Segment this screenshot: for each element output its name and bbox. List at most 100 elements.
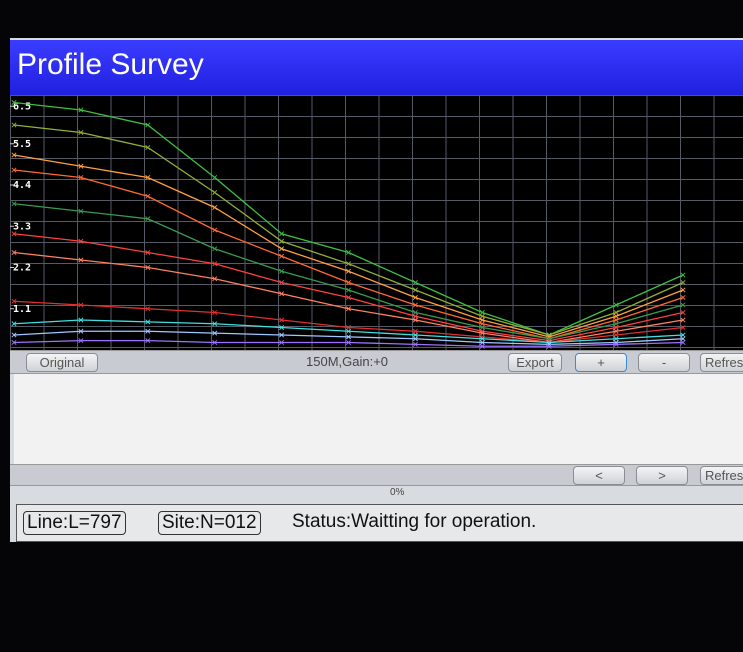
point-marker — [279, 339, 285, 346]
point-marker — [479, 313, 485, 319]
info-panel — [14, 374, 743, 466]
point-marker — [613, 302, 619, 308]
point-marker — [78, 328, 84, 334]
plot-area: 6.5 5.5 4.4 3.3 2.2 1.1 — [10, 95, 743, 350]
point-marker — [613, 336, 619, 342]
y-tick-label: 3.3 — [13, 221, 31, 232]
point-marker — [345, 306, 352, 312]
point-marker — [479, 343, 485, 349]
refresh-button[interactable]: Refres — [700, 353, 743, 372]
point-marker — [145, 144, 151, 151]
point-marker — [412, 341, 418, 347]
point-marker — [11, 231, 17, 237]
point-marker — [212, 339, 218, 346]
point-marker — [680, 332, 686, 338]
gain-info: 150M,Gain:+0 — [306, 354, 389, 369]
title: Profile Survey — [17, 48, 204, 81]
point-marker — [11, 298, 17, 304]
nav-bar: < > Refres — [10, 464, 743, 486]
point-marker — [279, 291, 285, 297]
point-marker — [279, 231, 285, 237]
series-line — [13, 154, 684, 338]
point-marker — [680, 336, 686, 342]
point-marker — [212, 321, 218, 327]
point-marker — [412, 313, 418, 319]
site-info: Site:N=012 — [158, 511, 261, 535]
point-marker — [345, 328, 352, 334]
screen: Profile Survey 6.5 5.5 4.4 3.3 2.2 1.1 Origin… — [10, 38, 743, 542]
point-marker — [412, 336, 418, 342]
point-marker — [613, 313, 619, 319]
point-marker — [345, 334, 352, 340]
series-line — [13, 169, 684, 340]
point-marker — [145, 328, 151, 334]
point-marker — [279, 324, 285, 331]
point-marker — [546, 343, 552, 349]
point-marker — [279, 332, 285, 338]
point-marker — [479, 317, 485, 323]
point-marker — [145, 193, 151, 199]
point-marker — [279, 238, 285, 244]
point-marker — [78, 257, 84, 263]
point-marker — [613, 341, 619, 347]
series-line — [13, 101, 684, 336]
point-marker — [345, 261, 352, 267]
point-marker — [680, 294, 686, 301]
point-marker — [412, 332, 418, 338]
point-marker — [412, 302, 418, 308]
point-marker — [212, 227, 218, 233]
title-bar: Profile Survey — [10, 40, 743, 95]
prev-button[interactable]: < — [573, 466, 625, 485]
point-marker — [212, 174, 218, 181]
point-marker — [78, 302, 84, 308]
point-marker — [345, 339, 352, 346]
point-marker — [145, 338, 151, 344]
refresh-button-2[interactable]: Refres — [700, 466, 743, 485]
export-button[interactable]: Export — [508, 353, 562, 372]
point-marker — [279, 253, 285, 259]
point-marker — [212, 204, 218, 211]
point-marker — [680, 324, 686, 331]
point-marker — [479, 324, 485, 331]
point-marker — [680, 309, 686, 316]
point-marker — [11, 201, 17, 207]
y-tick-label: 2.2 — [13, 263, 31, 274]
point-marker — [145, 249, 151, 256]
point-marker — [345, 279, 352, 286]
minus-button[interactable]: - — [638, 353, 690, 372]
point-marker — [78, 129, 84, 136]
series-line — [13, 233, 684, 342]
point-marker — [78, 338, 84, 344]
point-marker — [345, 249, 352, 256]
next-button[interactable]: > — [636, 466, 688, 485]
point-marker — [412, 279, 418, 286]
plus-button[interactable]: + — [575, 353, 627, 372]
point-marker — [680, 272, 686, 278]
point-marker — [279, 268, 285, 274]
point-marker — [613, 332, 619, 338]
point-marker — [11, 321, 17, 327]
point-marker — [680, 317, 686, 323]
y-tick-label: 4.4 — [13, 180, 31, 191]
point-marker — [479, 336, 485, 342]
point-marker — [11, 332, 17, 338]
point-marker — [212, 189, 218, 196]
point-marker — [680, 339, 686, 346]
point-marker — [680, 302, 686, 308]
point-marker — [345, 268, 352, 274]
point-marker — [11, 167, 17, 173]
point-marker — [479, 321, 485, 327]
y-tick-label: 6.5 — [13, 101, 31, 112]
original-button[interactable]: Original — [26, 353, 98, 372]
point-marker — [78, 208, 84, 214]
point-marker — [11, 99, 17, 106]
point-marker — [279, 317, 285, 323]
y-tick-label: 5.5 — [13, 139, 31, 150]
point-marker — [145, 216, 151, 222]
point-marker — [412, 309, 418, 316]
line-info: Line:L=797 — [23, 511, 126, 535]
point-marker — [613, 324, 619, 331]
point-marker — [212, 261, 218, 267]
